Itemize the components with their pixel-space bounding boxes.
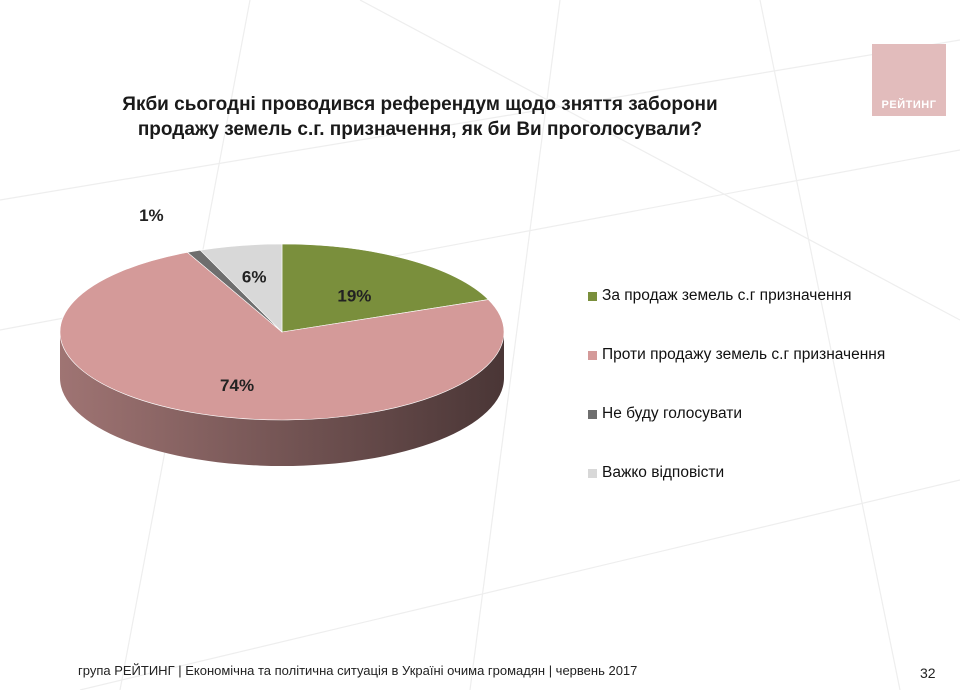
legend-swatch-for	[588, 292, 597, 301]
title-line-2: продажу земель с.г. призначення, як би В…	[137, 119, 703, 140]
rating-logo: РЕЙТИНГ	[872, 44, 946, 116]
title-line-1: Якби сьогодні проводився референдум щодо…	[122, 94, 718, 115]
legend-label-against: Проти продажу земель с.г призначення	[602, 346, 886, 363]
chart-title: Якби сьогодні проводився референдум щодо…	[100, 92, 740, 142]
data-label-against: 74%	[220, 376, 254, 395]
data-label-hard-to-say: 6%	[242, 267, 267, 286]
logo-text: РЕЙТИНГ	[881, 99, 937, 111]
pie-slice-against	[59, 252, 505, 421]
pie-slice-hard-to-say	[199, 243, 283, 333]
legend-swatch-against	[588, 351, 597, 360]
pie-slice-for	[281, 243, 490, 333]
legend-swatch-hard-to-say	[588, 469, 597, 478]
data-label-wont-vote: 1%	[139, 206, 164, 225]
legend-label-for: За продаж земель с.г призначення	[602, 287, 852, 304]
legend-swatch-wont-vote	[588, 410, 597, 419]
legend-label-wont-vote: Не буду голосувати	[602, 405, 743, 422]
footer-text: група РЕЙТИНГ | Економічна та політична …	[78, 663, 638, 678]
pie-side-against	[60, 332, 504, 466]
legend-label-hard-to-say: Важко відповісти	[602, 464, 725, 481]
page-number: 32	[920, 665, 936, 681]
data-label-for: 19%	[337, 287, 371, 306]
